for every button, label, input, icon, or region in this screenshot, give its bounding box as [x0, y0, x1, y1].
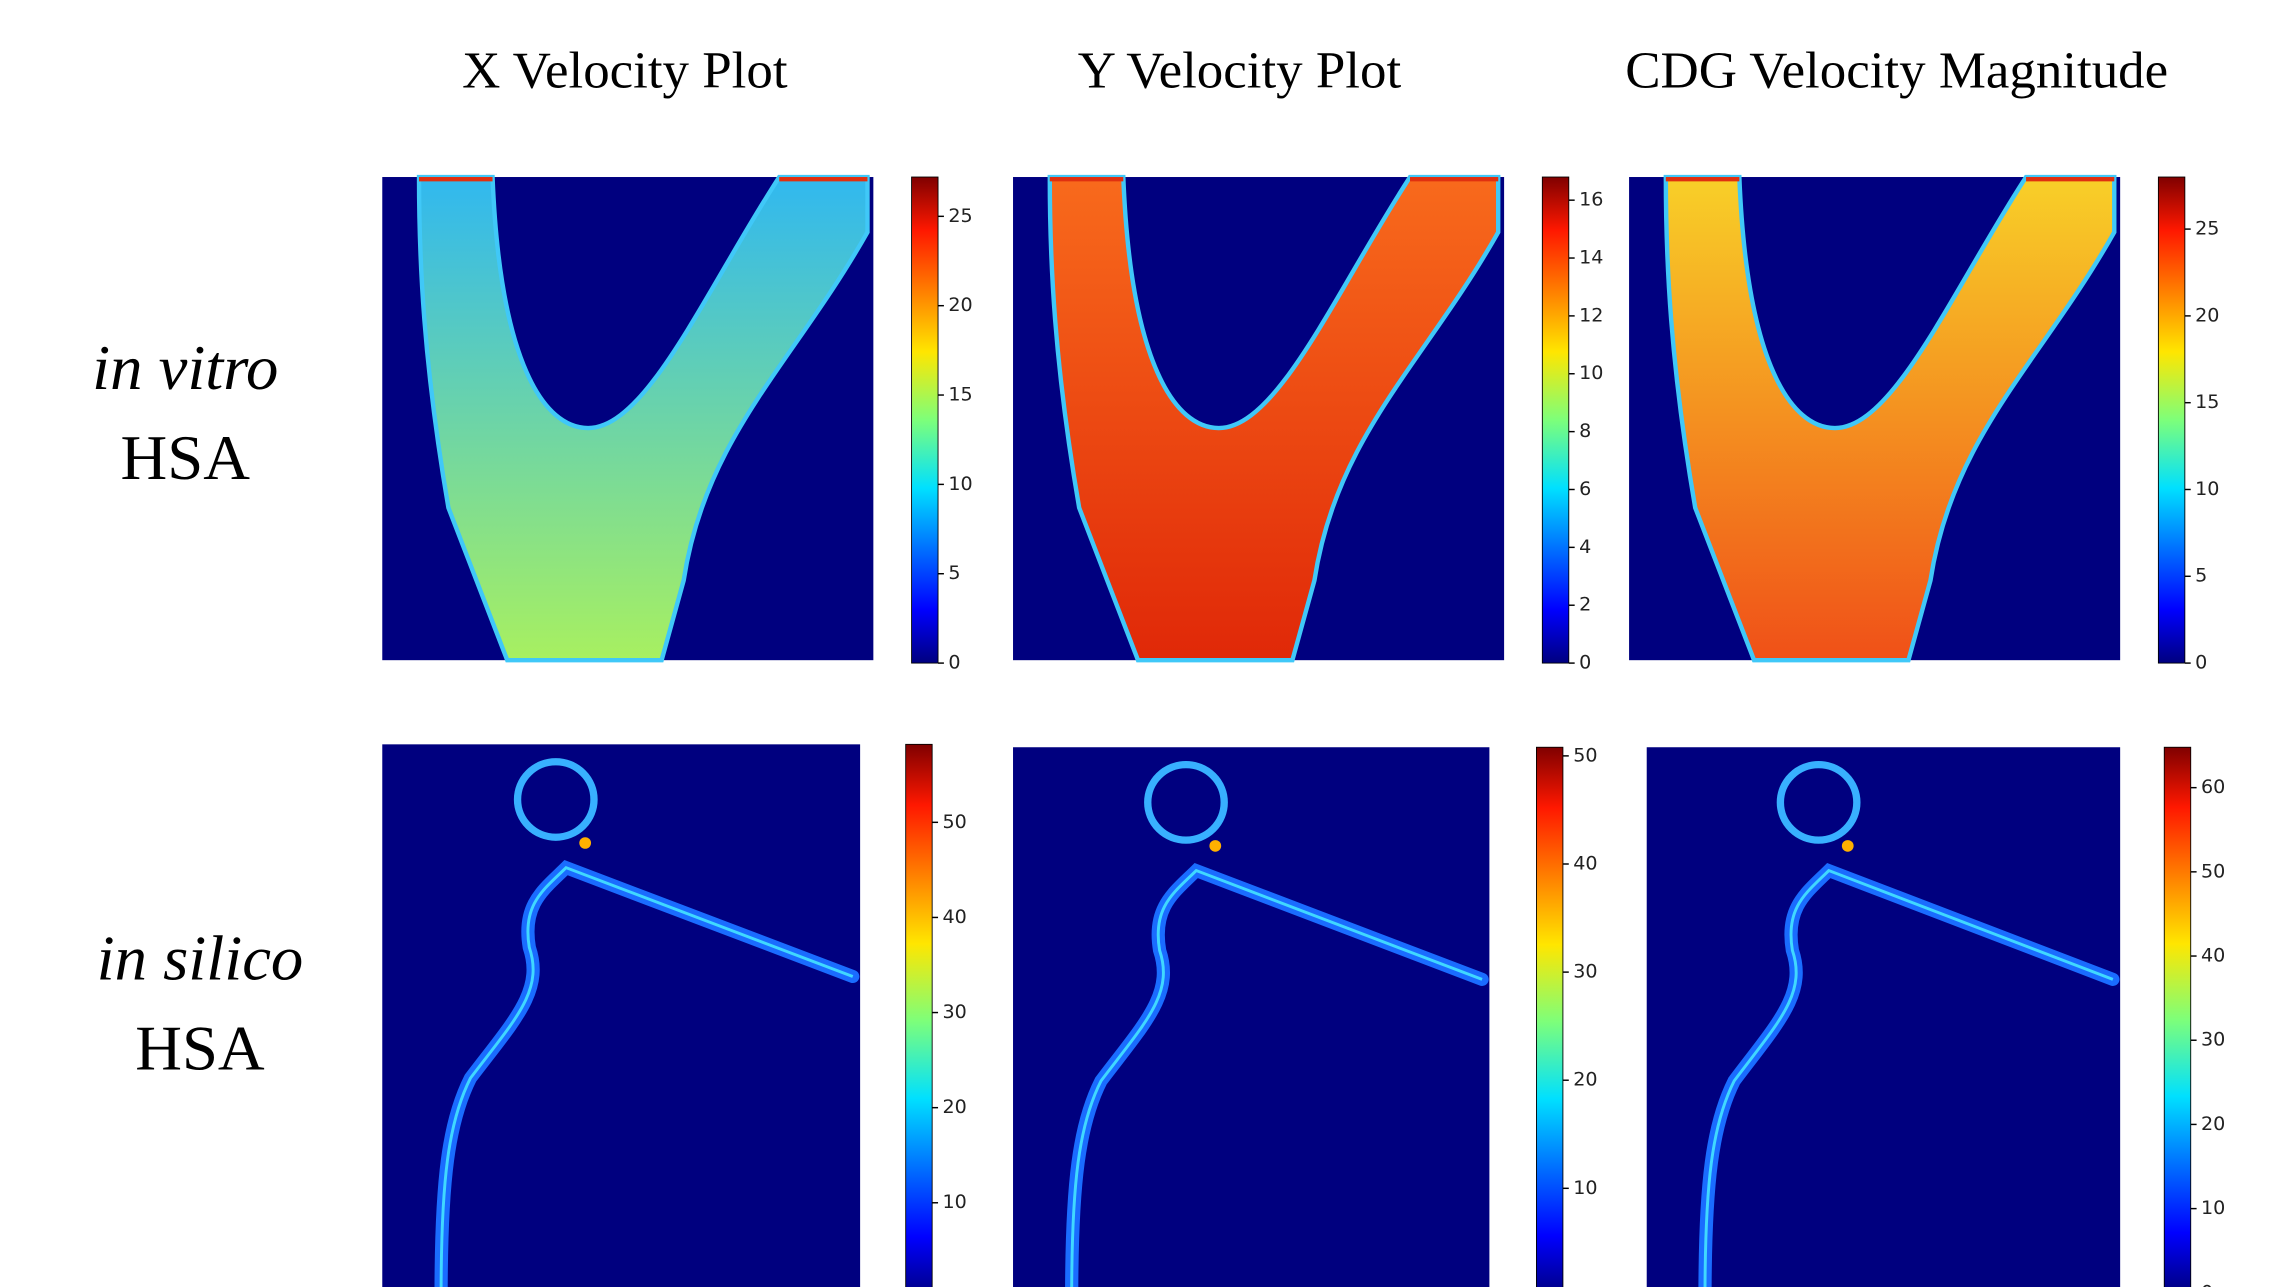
- inlet: [419, 177, 493, 181]
- colorbar-tick-label: 50: [942, 811, 966, 833]
- colorbar: [1536, 747, 1562, 1287]
- colorbar-tick-label: 20: [942, 1096, 966, 1118]
- row-label: HSA: [135, 1013, 264, 1084]
- column-title: Y Velocity Plot: [1078, 42, 1402, 100]
- colorbar-tick-label: 50: [2201, 860, 2225, 882]
- colorbar-tick-label: 0: [2195, 652, 2207, 674]
- colorbar: [906, 744, 932, 1287]
- colorbar-tick-label: 60: [2201, 776, 2225, 798]
- colorbar-tick-label: 30: [942, 1001, 966, 1023]
- heatmap-background: [1013, 747, 1489, 1287]
- heatmap-background: [1647, 747, 2120, 1287]
- colorbar: [912, 177, 938, 663]
- colorbar-tick-label: 0: [2201, 1281, 2213, 1287]
- inlet: [779, 177, 867, 181]
- colorbar-tick-label: 40: [942, 906, 966, 928]
- colorbar-tick-label: 30: [2201, 1029, 2225, 1051]
- page: X Velocity Plot Y Velocity Plot CDG Velo…: [0, 0, 2276, 1287]
- colorbar-tick-label: 40: [1573, 853, 1597, 875]
- colorbar-tick-label: 14: [1579, 247, 1603, 269]
- colorbar-tick-label: 10: [948, 473, 972, 495]
- colorbar-tick-label: 20: [2195, 304, 2219, 326]
- colorbar-tick-label: 20: [948, 294, 972, 316]
- inlet: [2026, 177, 2114, 181]
- row-label: HSA: [121, 422, 250, 493]
- inlet: [1410, 177, 1498, 181]
- colorbar-tick-label: 30: [1573, 961, 1597, 983]
- colorbar-tick-label: 20: [1573, 1069, 1597, 1091]
- colorbar-tick-label: 2: [1579, 594, 1591, 616]
- colorbar-tick-label: 40: [2201, 945, 2225, 967]
- colorbar-tick-label: 10: [2195, 478, 2219, 500]
- hotspot: [579, 837, 591, 849]
- colorbar-tick-label: 10: [1579, 362, 1603, 384]
- heatmap-background: [382, 744, 860, 1287]
- colorbar-tick-label: 10: [2201, 1197, 2225, 1219]
- colorbar-tick-label: 5: [2195, 565, 2207, 587]
- colorbar-tick-label: 10: [942, 1191, 966, 1213]
- colorbar-tick-label: 16: [1579, 189, 1603, 211]
- inlet: [1666, 177, 1740, 181]
- column-title: CDG Velocity Magnitude: [1625, 42, 2168, 100]
- colorbar-tick-label: 5: [948, 562, 960, 584]
- colorbar: [2158, 177, 2184, 663]
- colorbar-tick-label: 20: [2201, 1113, 2225, 1135]
- hotspot: [1209, 840, 1221, 852]
- colorbar-tick-label: 4: [1579, 536, 1591, 558]
- column-title: X Velocity Plot: [462, 42, 788, 100]
- colorbar-tick-label: 10: [1573, 1177, 1597, 1199]
- colorbar-tick-label: 0: [948, 652, 960, 674]
- colorbar: [1542, 177, 1568, 663]
- colorbar: [2164, 747, 2190, 1287]
- colorbar-tick-label: 12: [1579, 304, 1603, 326]
- colorbar-tick-label: 15: [2195, 391, 2219, 413]
- colorbar-tick-label: 25: [948, 205, 972, 227]
- figure: X Velocity Plot Y Velocity Plot CDG Velo…: [0, 0, 2276, 1287]
- colorbar-tick-label: 8: [1579, 420, 1591, 442]
- colorbar-tick-label: 50: [1573, 744, 1597, 766]
- colorbar-tick-label: 15: [948, 384, 972, 406]
- inlet: [1050, 177, 1124, 181]
- row-label: in silico: [97, 923, 304, 994]
- colorbar-tick-label: 25: [2195, 218, 2219, 240]
- colorbar-tick-label: 6: [1579, 478, 1591, 500]
- hotspot: [1842, 840, 1854, 852]
- row-label: in vitro: [92, 332, 278, 403]
- colorbar-tick-label: 0: [1579, 652, 1591, 674]
